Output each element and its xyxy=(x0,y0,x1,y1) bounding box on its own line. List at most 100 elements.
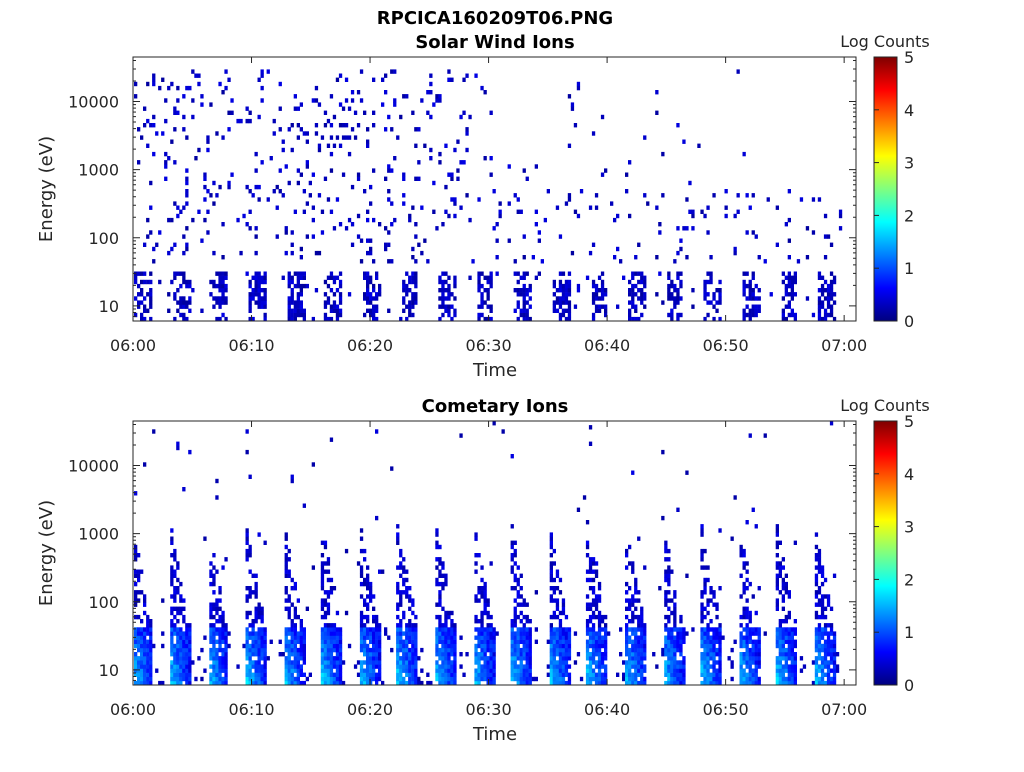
spectrogram-cell xyxy=(700,619,704,624)
spectrogram-cell xyxy=(396,536,400,541)
spectrogram-cell xyxy=(787,271,791,276)
spectrogram-cell xyxy=(453,652,457,657)
spectrogram-cell xyxy=(408,664,412,669)
spectrogram-cell xyxy=(594,643,599,649)
spectrogram-cell xyxy=(537,271,541,276)
spectrogram-cell xyxy=(363,312,367,318)
spectrogram-cell xyxy=(188,308,192,313)
spectrogram-cell xyxy=(302,312,306,318)
spectrogram-cell xyxy=(474,672,478,677)
spectrogram-cell xyxy=(320,627,325,632)
spectrogram-cell xyxy=(390,201,394,206)
spectrogram-cell xyxy=(396,565,400,570)
spectrogram-cell xyxy=(245,610,249,616)
spectrogram-cell xyxy=(823,623,828,628)
spectrogram-cell xyxy=(700,652,704,657)
spectrogram-cell xyxy=(245,635,249,640)
spectrogram-cell xyxy=(224,664,228,669)
spectrogram-cell xyxy=(149,623,153,628)
spectrogram-cell xyxy=(676,271,680,276)
spectrogram-cell xyxy=(185,135,189,140)
spectrogram-cell xyxy=(513,606,517,611)
spectrogram-cell xyxy=(516,631,520,636)
spectrogram-cell xyxy=(284,627,288,632)
spectrogram-cell xyxy=(176,590,180,595)
spectrogram-cell xyxy=(706,631,710,636)
spectrogram-cell xyxy=(245,656,249,661)
spectrogram-cell xyxy=(396,532,400,537)
spectrogram-cell xyxy=(670,668,674,673)
spectrogram-cell xyxy=(673,623,677,628)
spectrogram-cell xyxy=(826,652,831,657)
spectrogram-cell xyxy=(712,635,716,640)
spectrogram-cell xyxy=(522,676,526,682)
spectrogram-cell xyxy=(290,586,294,591)
spectrogram-cell xyxy=(242,213,246,219)
spectrogram-cell xyxy=(510,553,514,558)
spectrogram-cell xyxy=(685,226,689,231)
spectrogram-cell xyxy=(251,275,255,280)
spectrogram-cell xyxy=(170,660,174,665)
spectrogram-cell xyxy=(712,643,716,649)
spectrogram-cell xyxy=(522,288,526,293)
x-tick-label: 06:40 xyxy=(584,336,630,355)
spectrogram-cell xyxy=(718,623,722,628)
spectrogram-cell xyxy=(248,308,252,313)
spectrogram-cell xyxy=(742,288,746,293)
spectrogram-cell xyxy=(718,652,722,657)
spectrogram-cell xyxy=(317,102,322,107)
spectrogram-cell xyxy=(477,598,481,603)
spectrogram-cell xyxy=(182,660,186,665)
spectrogram-cell xyxy=(257,647,261,653)
spectrogram-cell xyxy=(387,259,391,264)
spectrogram-cell xyxy=(176,652,180,657)
spectrogram-cell xyxy=(254,647,258,653)
spectrogram-cell xyxy=(522,643,526,649)
spectrogram-cell xyxy=(604,676,608,682)
spectrogram-cell xyxy=(552,561,556,566)
spectrogram-cell xyxy=(326,561,331,566)
spectrogram-cell xyxy=(438,279,442,285)
spectrogram-cell xyxy=(790,627,794,632)
spectrogram-cell xyxy=(224,283,228,289)
spectrogram-cell xyxy=(254,594,258,599)
spectrogram-cell xyxy=(745,631,749,636)
spectrogram-cell xyxy=(832,639,837,644)
spectrogram-cell xyxy=(218,676,222,682)
spectrogram-cell xyxy=(218,316,222,322)
spectrogram-cell xyxy=(200,94,204,99)
spectrogram-cell xyxy=(634,292,638,297)
spectrogram-cell xyxy=(823,213,828,219)
cometary-colorbar xyxy=(873,420,898,686)
spectrogram-cell xyxy=(140,668,144,673)
spectrogram-cell xyxy=(245,639,249,644)
spectrogram-cell xyxy=(254,590,258,595)
spectrogram-cell xyxy=(594,288,599,293)
spectrogram-cell xyxy=(604,639,608,644)
spectrogram-cell xyxy=(366,664,370,669)
spectrogram-cell xyxy=(483,639,487,644)
spectrogram-cell xyxy=(411,271,415,276)
spectrogram-cell xyxy=(742,643,746,649)
spectrogram-cell xyxy=(359,565,364,570)
spectrogram-cell xyxy=(748,656,752,661)
spectrogram-cell xyxy=(369,664,373,669)
spectrogram-cell xyxy=(221,656,225,661)
spectrogram-cell xyxy=(411,656,415,661)
spectrogram-cell xyxy=(263,643,267,649)
spectrogram-cell xyxy=(715,308,719,313)
spectrogram-cell xyxy=(260,680,264,686)
spectrogram-cell xyxy=(269,156,273,161)
spectrogram-cell xyxy=(254,288,258,293)
spectrogram-cell xyxy=(366,668,370,673)
spectrogram-cell xyxy=(320,586,325,591)
spectrogram-cell xyxy=(444,623,448,628)
spectrogram-cell xyxy=(474,536,478,541)
spectrogram-cell xyxy=(284,544,288,550)
spectrogram-cell xyxy=(670,643,674,649)
spectrogram-cell xyxy=(408,213,412,219)
spectrogram-cell xyxy=(625,668,629,673)
spectrogram-cell xyxy=(700,532,704,537)
spectrogram-cell xyxy=(414,296,418,301)
